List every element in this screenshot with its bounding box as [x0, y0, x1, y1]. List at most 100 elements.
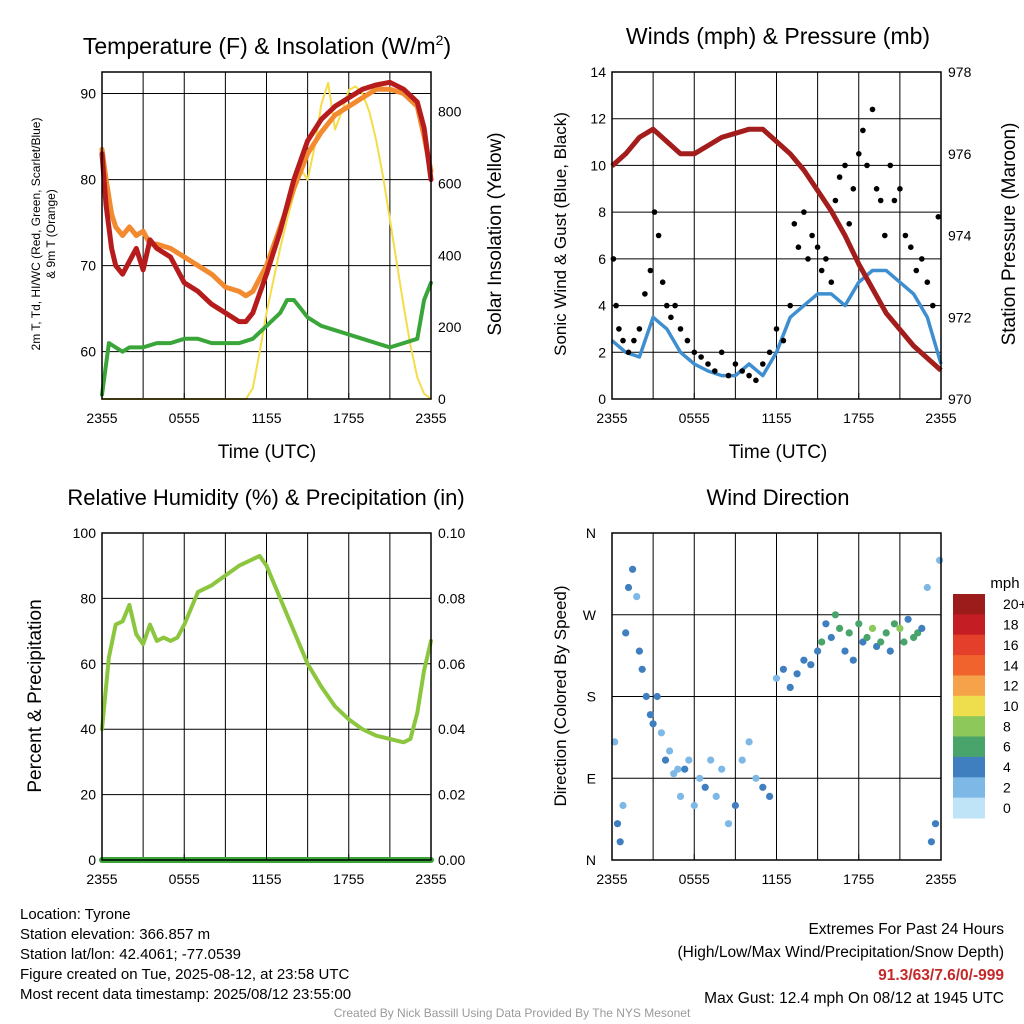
x-tick-label: 2355: [596, 410, 627, 426]
right-tick-label: 970: [948, 391, 972, 407]
colorbar-label: 0: [1003, 800, 1011, 816]
direction-point: [642, 692, 650, 701]
series-rh: [100, 553, 433, 745]
direction-point: [855, 620, 863, 628]
station-location: Location: Tyrone: [20, 906, 131, 923]
direction-point: [718, 765, 726, 773]
rh-ticks: 0 20 40 60 80 100 0.00 0.02 0.04 0.06 0.08 0.10 2355…: [73, 525, 466, 887]
right-tick-label: 600: [438, 175, 462, 191]
gust-point: [935, 214, 942, 220]
colorbar-label: 20+: [1003, 596, 1024, 612]
right-tick-label: 976: [948, 146, 972, 162]
direction-point: [923, 583, 931, 592]
gust-point: [814, 244, 821, 250]
gust-point: [795, 244, 802, 250]
direction-point: [936, 556, 944, 564]
left-tick-label: 2: [598, 344, 606, 360]
series-pressure: [610, 126, 943, 373]
rh-panel: Relative Humidity (%) & Precipitation (i…: [25, 485, 465, 887]
gust-point: [616, 326, 622, 332]
direction-point: [685, 756, 693, 764]
direction-point: [831, 611, 840, 619]
left-tick-label: 90: [80, 86, 96, 102]
gust-point: [705, 361, 711, 367]
station-info: Location: Tyrone Station elevation: 366.…: [20, 905, 351, 1005]
direction-point: [849, 656, 857, 664]
colorbar-swatch: [953, 716, 985, 738]
direction-point: [814, 647, 822, 655]
left-tick-label: 60: [80, 344, 96, 360]
gust-point: [908, 244, 914, 250]
wind-ylabel: Sonic Wind & Gust (Blue, Black): [551, 112, 570, 356]
station-latlon: Station lat/lon: 42.4061; -77.0539: [20, 946, 242, 963]
direction-point: [918, 624, 926, 633]
colorbar-label: 4: [1003, 759, 1011, 775]
left-tick-label: 80: [80, 172, 96, 188]
right-tick-label: 972: [948, 309, 972, 325]
gust-point: [882, 232, 888, 239]
gust-point: [828, 279, 835, 286]
gust-point: [787, 302, 793, 309]
direction-point: [890, 620, 899, 628]
left-tick-label: N: [586, 852, 596, 868]
direction-point: [696, 774, 704, 782]
gust-point: [659, 279, 666, 286]
gust-point: [846, 221, 852, 227]
direction-point: [624, 583, 633, 592]
wdir-ylabel: Direction (Colored By Speed): [551, 585, 570, 806]
direction-point: [690, 801, 698, 810]
direction-point: [752, 774, 760, 782]
direction-point: [622, 629, 630, 637]
direction-point: [863, 633, 871, 642]
left-tick-label: N: [586, 525, 596, 541]
x-tick-label: 1155: [761, 871, 791, 887]
credit-line: Created By Nick Bassill Using Data Provi…: [333, 1006, 691, 1020]
colorbar-label: 14: [1003, 657, 1019, 673]
gust-point: [664, 302, 670, 309]
x-tick-label: 1755: [843, 871, 874, 887]
colorbar-label: 8: [1003, 718, 1011, 734]
gust-point: [760, 361, 766, 367]
direction-point: [661, 756, 670, 764]
wind-ylabel-right: Station Pressure (Maroon): [999, 123, 1020, 346]
temp-grid: [102, 72, 431, 399]
x-tick-label: 2355: [925, 410, 956, 426]
colorbar-label: 10: [1003, 698, 1019, 714]
x-tick-label: 0555: [679, 871, 710, 887]
direction-point: [896, 624, 904, 633]
colorbar-swatch: [953, 634, 985, 656]
direction-point: [712, 792, 720, 801]
temp-lines: [99, 79, 434, 400]
right-tick-label: 0.04: [438, 721, 465, 737]
direction-point: [638, 665, 646, 673]
direction-point: [772, 674, 781, 682]
gust-point: [766, 349, 773, 356]
right-tick-label: 0.06: [438, 656, 465, 672]
x-tick-label: 0555: [679, 410, 710, 426]
wind-xlabel: Time (UTC): [729, 442, 828, 463]
direction-point: [745, 738, 753, 746]
left-tick-label: 6: [598, 251, 606, 267]
x-tick-label: 2355: [86, 410, 117, 426]
right-tick-label: 200: [438, 319, 462, 335]
direction-point: [822, 620, 830, 628]
colorbar-swatch: [953, 594, 985, 615]
gust-point: [864, 162, 870, 169]
left-tick-label: W: [583, 607, 597, 623]
direction-point: [646, 711, 655, 719]
temp-ylabel-1: 2m T, Td, HI/WC (Red, Green, Scarlet/Blu…: [29, 118, 43, 351]
colorbar-label: 16: [1003, 637, 1019, 653]
direction-point: [724, 820, 733, 828]
x-tick-label: 1155: [761, 410, 791, 426]
direction-point: [927, 838, 936, 846]
colorbar-swatch: [953, 675, 985, 697]
gust-point: [625, 349, 632, 356]
wind-title: Winds (mph) & Pressure (mb): [626, 23, 930, 49]
direction-point: [633, 593, 641, 601]
direction-point: [738, 756, 746, 764]
series-wind: [610, 268, 943, 378]
extremes-values: 91.3/63/7.6/0/-999: [878, 967, 1004, 984]
gust-point: [620, 337, 626, 344]
gust-point: [651, 209, 658, 215]
